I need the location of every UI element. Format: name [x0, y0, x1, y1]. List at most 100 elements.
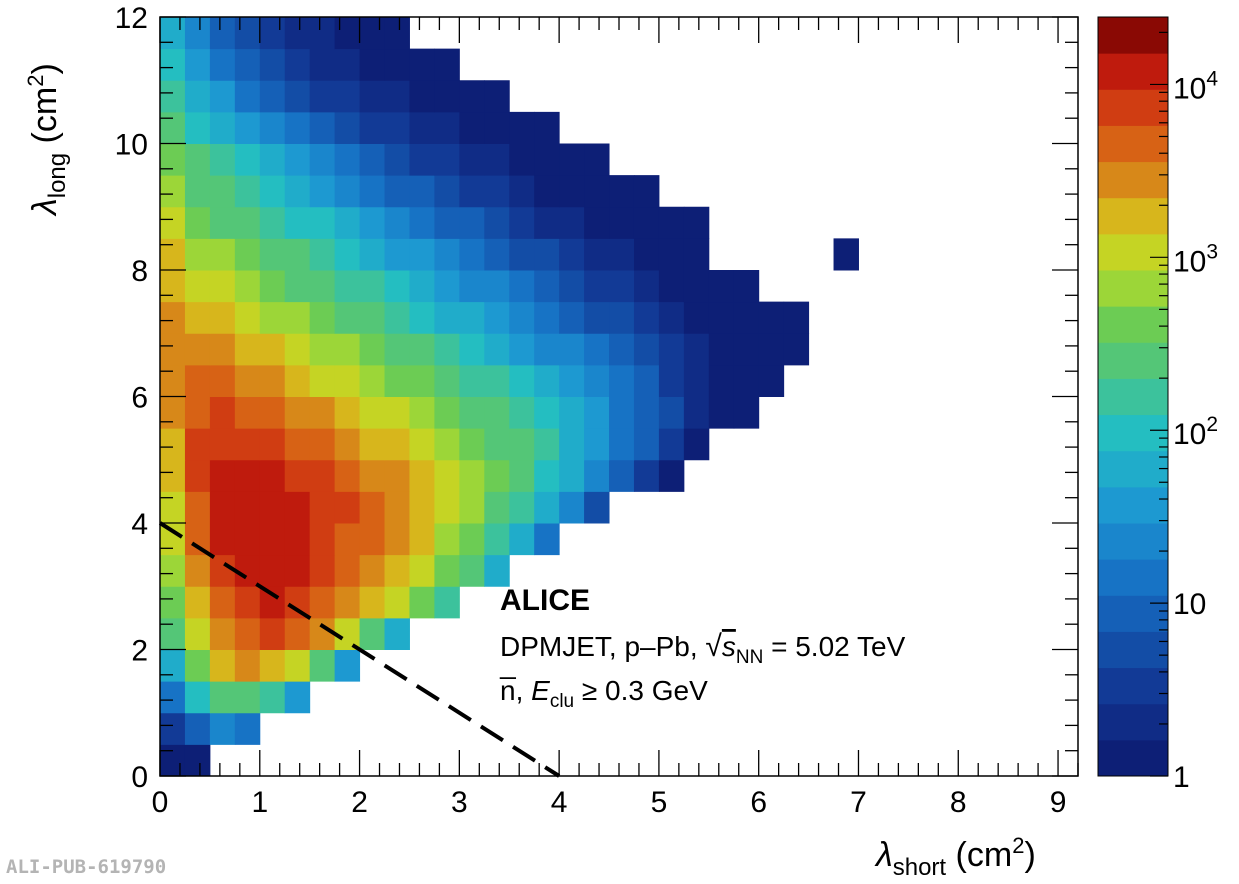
heatmap-bin	[284, 649, 311, 682]
heatmap-bin	[683, 396, 710, 429]
heatmap-bin	[683, 364, 710, 397]
heatmap-bin	[534, 364, 560, 397]
heatmap-bin	[259, 206, 286, 239]
watermark: ALI-PUB-619790	[6, 856, 167, 878]
heatmap-bin	[509, 428, 535, 461]
heatmap-bin	[284, 17, 311, 50]
heatmap-bin	[209, 175, 236, 208]
heatmap-bin	[534, 111, 560, 144]
heatmap-bin	[160, 428, 186, 461]
heatmap-bin	[359, 554, 386, 587]
heatmap-bin	[434, 175, 460, 208]
y-tick-label: 0	[131, 761, 148, 794]
heatmap-bin	[609, 333, 635, 366]
heatmap-bin	[184, 48, 211, 81]
heatmap-bin	[209, 617, 236, 650]
heatmap-bin	[783, 301, 810, 334]
y-tick-label: 2	[131, 635, 148, 668]
heatmap-bin	[384, 396, 410, 429]
heatmap-bin	[309, 364, 336, 397]
heatmap-bin	[334, 301, 361, 334]
heatmap-bin	[160, 586, 186, 619]
heatmap-bin	[584, 143, 610, 176]
heatmap-bin	[683, 333, 710, 366]
heatmap-bin	[284, 143, 311, 176]
color-scale-level	[1098, 739, 1168, 777]
heatmap-bin	[708, 301, 735, 334]
x-tick-label: 5	[651, 786, 668, 819]
heatmap-bin	[683, 206, 710, 239]
heatmap-bin	[234, 459, 261, 492]
heatmap-bin	[160, 712, 186, 745]
heatmap-bin	[184, 270, 211, 303]
heatmap-bin	[234, 364, 261, 397]
heatmap-bin	[234, 396, 261, 429]
heatmap-bin	[384, 143, 410, 176]
heatmap-bin	[209, 428, 236, 461]
heatmap-bin	[209, 681, 236, 714]
heatmap-bin	[384, 364, 410, 397]
heatmap-bin	[284, 111, 311, 144]
heatmap-bin	[733, 333, 760, 366]
heatmap-bin	[584, 333, 610, 366]
heatmap-bin	[184, 396, 211, 429]
experiment-label: ALICE	[500, 584, 590, 617]
heatmap-bin	[209, 301, 236, 334]
y-tick-label: 4	[131, 508, 148, 541]
heatmap-bin	[359, 459, 386, 492]
heatmap-bin	[633, 270, 660, 303]
heatmap-bin	[459, 459, 485, 492]
heatmap-bin	[609, 428, 635, 461]
heatmap-bin	[484, 80, 510, 113]
heatmap-bin	[284, 396, 311, 429]
heatmap-bin	[184, 428, 211, 461]
heatmap-bin	[359, 396, 386, 429]
heatmap-cells	[160, 17, 859, 777]
heatmap-bin	[359, 80, 386, 113]
heatmap-bin	[484, 554, 510, 587]
color-scale-level	[1098, 233, 1168, 271]
heatmap-bin	[459, 175, 485, 208]
heatmap-bin	[209, 649, 236, 682]
heatmap-bin	[409, 48, 435, 81]
heatmap-bin	[160, 270, 186, 303]
heatmap-bin	[758, 333, 785, 366]
heatmap-bin	[209, 238, 236, 271]
heatmap-bin	[409, 270, 435, 303]
heatmap-bin	[184, 617, 211, 650]
heatmap-bin	[733, 396, 760, 429]
heatmap-bin	[534, 301, 560, 334]
color-scale-level	[1098, 559, 1168, 596]
heatmap-bin	[584, 238, 610, 271]
color-scale-tick-label: 102	[1173, 413, 1218, 451]
color-scale-tick-label: 1	[1173, 761, 1190, 794]
heatmap-bin	[234, 333, 261, 366]
heatmap-bin	[334, 459, 361, 492]
color-scale-level	[1098, 414, 1168, 452]
heatmap-bin	[559, 364, 585, 397]
color-scale-tick-label: 103	[1173, 240, 1218, 278]
heatmap-bin	[209, 206, 236, 239]
heatmap-bin	[309, 48, 336, 81]
heatmap-bin	[284, 48, 311, 81]
heatmap-bin	[334, 175, 361, 208]
heatmap-bin	[409, 459, 435, 492]
heatmap-bin	[409, 111, 435, 144]
heatmap-bin	[359, 491, 386, 524]
heatmap-bin	[334, 428, 361, 461]
annotation-line-1: DPMJET, p–Pb, √sNN = 5.02 TeV	[500, 630, 906, 668]
heatmap-bin	[334, 396, 361, 429]
heatmap-bin	[234, 111, 261, 144]
heatmap-bin	[209, 80, 236, 113]
heatmap-bin	[359, 301, 386, 334]
color-scale-level	[1098, 378, 1168, 416]
heatmap-bin	[559, 175, 585, 208]
heatmap-bin	[259, 301, 286, 334]
heatmap-bin	[334, 80, 361, 113]
heatmap-bin	[234, 586, 261, 619]
color-scale-level	[1098, 197, 1168, 235]
heatmap-bin	[234, 617, 261, 650]
color-scale-level	[1098, 270, 1168, 307]
heatmap-bin	[259, 143, 286, 176]
heatmap-bin	[658, 428, 685, 461]
